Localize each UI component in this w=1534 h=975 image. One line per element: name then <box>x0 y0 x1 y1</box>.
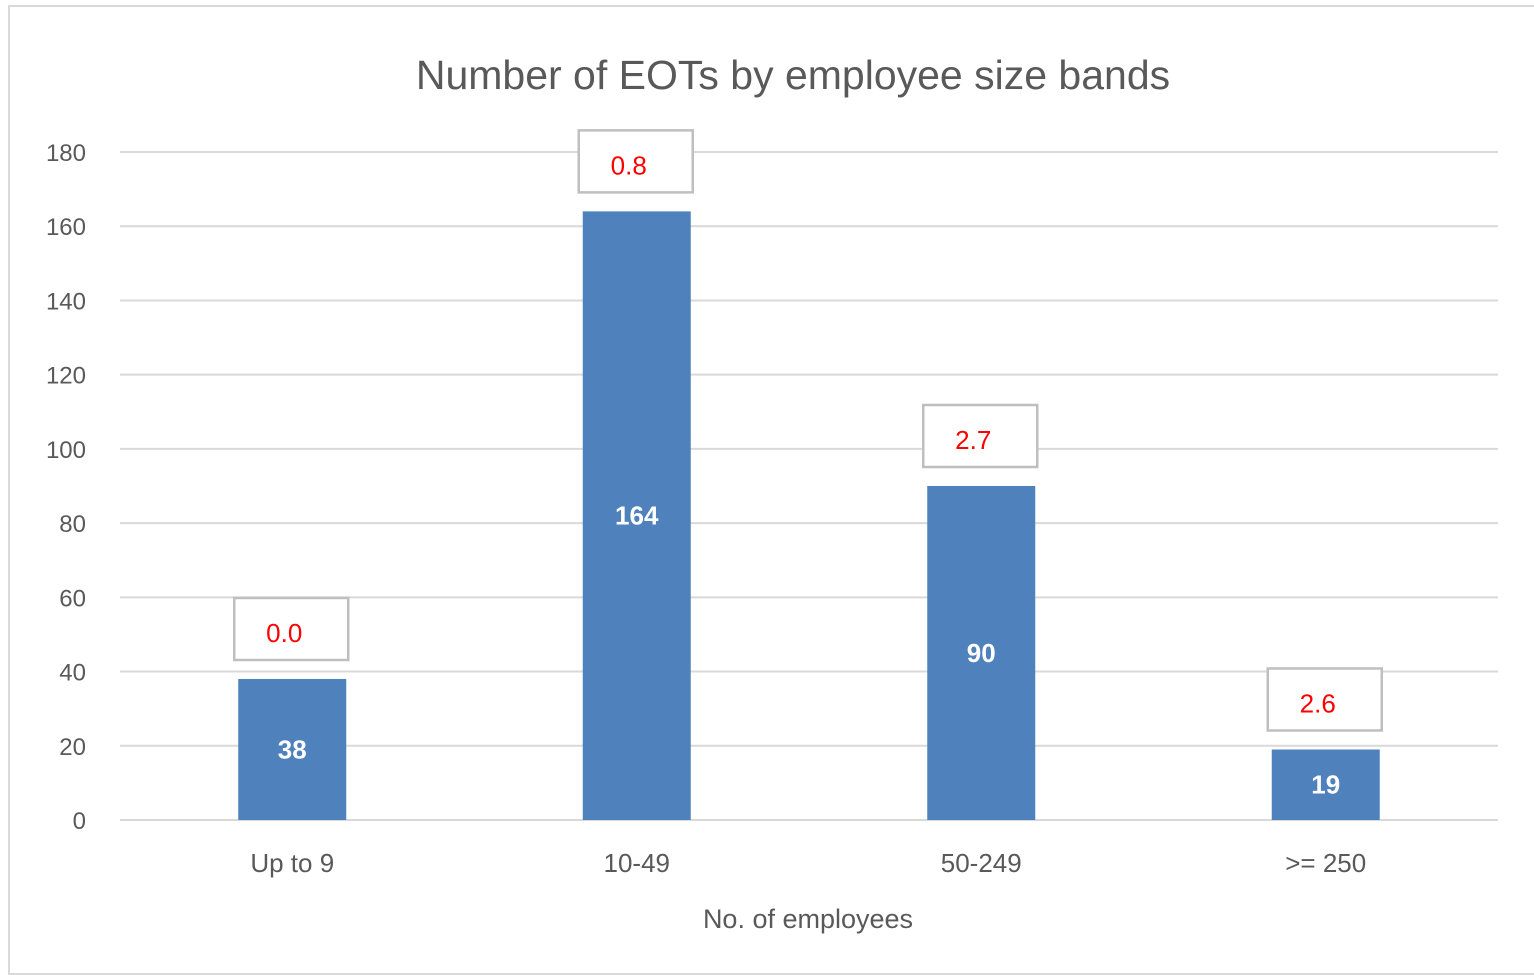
y-tick-label: 60 <box>59 585 86 612</box>
y-tick-label: 160 <box>46 214 86 241</box>
bar <box>582 211 691 820</box>
bar-data-label: 19 <box>1311 770 1340 800</box>
annotation-box <box>1266 667 1383 732</box>
bar-data-label: 38 <box>278 734 307 764</box>
x-axis-label: No. of employees <box>703 904 913 934</box>
annotation-label: 0.0 <box>266 618 302 648</box>
y-tick-label: 140 <box>46 288 86 315</box>
bar <box>927 486 1036 820</box>
bar-data-label: 90 <box>967 638 996 668</box>
x-tick-label: Up to 9 <box>250 848 334 878</box>
x-tick-label: 10-49 <box>604 848 671 878</box>
y-tick-label: 100 <box>46 437 86 464</box>
annotation-box <box>233 596 350 662</box>
x-tick-label: >= 250 <box>1285 848 1366 878</box>
bar <box>238 678 347 820</box>
grid-lines <box>120 151 1498 821</box>
chart-title: Number of EOTs by employee size bands <box>416 52 1170 98</box>
y-axis-ticks: 0 20 40 60 80 100 120 140 160 180 <box>46 140 86 835</box>
annotation-box <box>922 403 1039 469</box>
annotation-label: 2.6 <box>1300 688 1336 718</box>
y-tick-label: 40 <box>59 660 86 687</box>
annotation-label: 0.8 <box>611 150 647 180</box>
y-tick-label: 20 <box>59 734 86 761</box>
annotation-box <box>577 129 694 194</box>
x-axis-ticks: Up to 9 10-49 50-249 >= 250 <box>250 848 1366 878</box>
bars: 38 0.0 164 0.8 90 2.7 19 2.6 <box>233 129 1383 820</box>
bar <box>1271 749 1380 820</box>
y-tick-label: 0 <box>73 808 86 835</box>
bar-data-label: 164 <box>615 501 659 531</box>
y-tick-label: 80 <box>59 511 86 538</box>
y-tick-label: 180 <box>46 140 86 167</box>
x-tick-label: 50-249 <box>941 848 1022 878</box>
annotation-label: 2.7 <box>955 425 991 455</box>
y-tick-label: 120 <box>46 363 86 390</box>
